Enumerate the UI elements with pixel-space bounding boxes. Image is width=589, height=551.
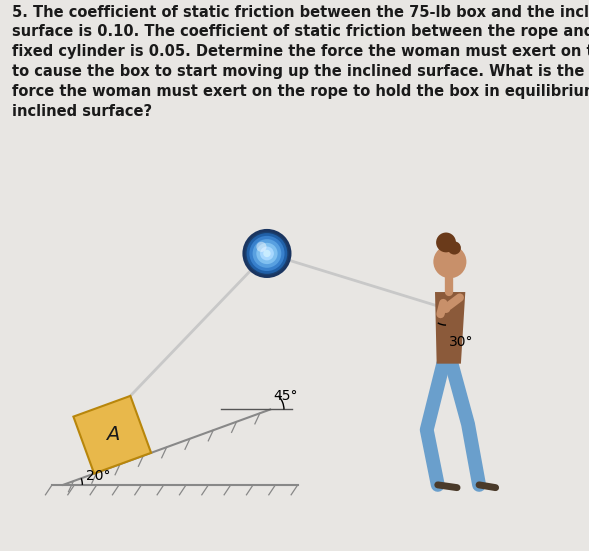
Text: 20°: 20° [86,469,111,483]
Polygon shape [435,292,465,364]
Circle shape [244,230,290,277]
Circle shape [263,250,271,257]
Text: 5. The coefficient of static friction between the 75-lb box and the inclined
sur: 5. The coefficient of static friction be… [12,4,589,118]
Circle shape [436,233,456,252]
Circle shape [434,245,466,278]
Circle shape [253,239,282,268]
Circle shape [442,304,451,313]
Circle shape [448,241,461,255]
Text: A: A [105,425,119,444]
Circle shape [256,243,277,264]
Text: 30°: 30° [449,334,474,349]
Circle shape [247,233,287,274]
Circle shape [256,242,267,252]
Polygon shape [74,396,151,473]
Text: 45°: 45° [273,389,297,403]
Circle shape [260,246,274,261]
Circle shape [249,236,284,271]
